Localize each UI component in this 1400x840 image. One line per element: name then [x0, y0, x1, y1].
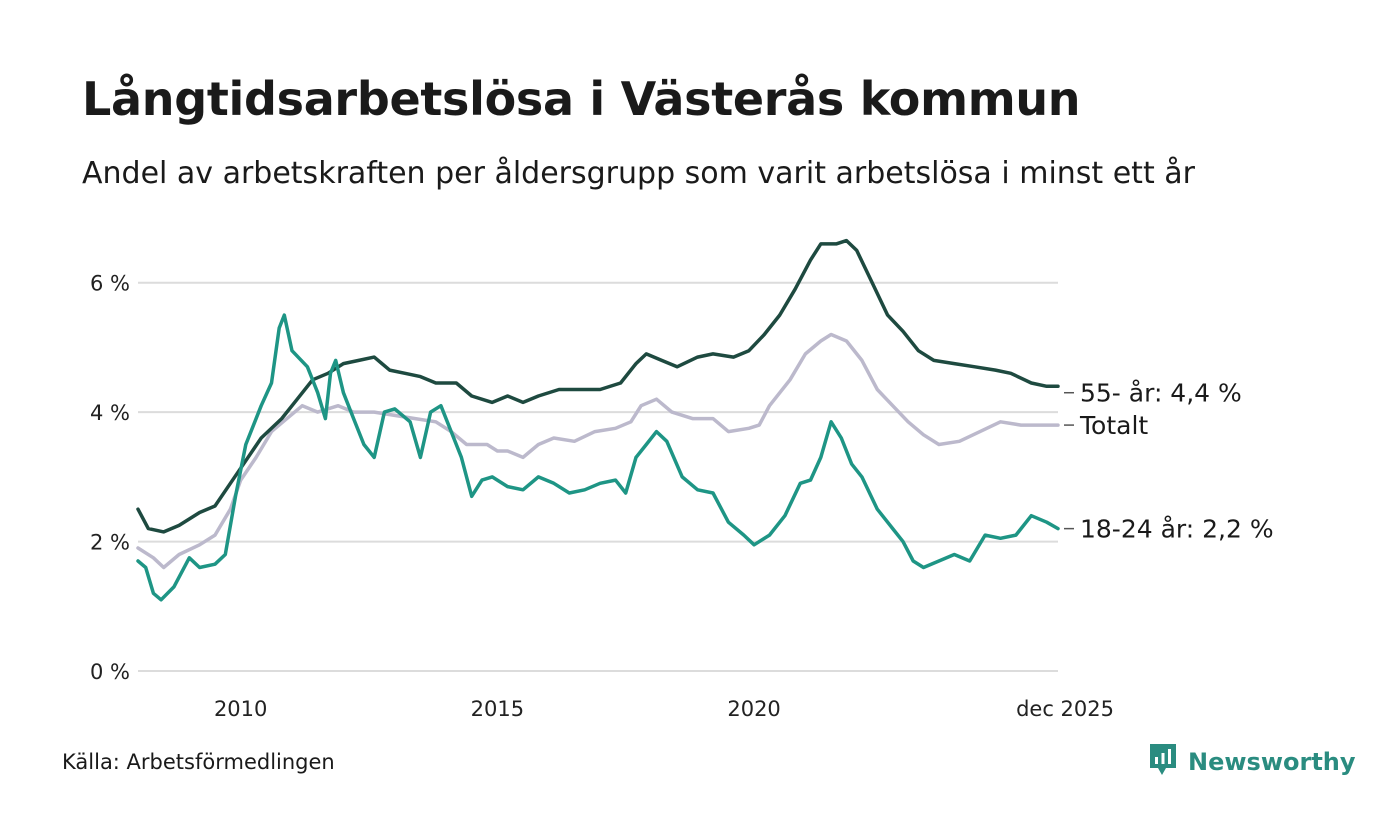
line-chart: 0 % 2 % 4 % 6 % 2010 2015 2020 dec 2025 Totalt 5…	[90, 238, 1274, 721]
x-tick-label: 2020	[727, 697, 780, 721]
y-tick-label: 0 %	[90, 660, 130, 684]
brand-logo[interactable]: Newsworthy	[1148, 742, 1356, 782]
newsworthy-logo-icon	[1148, 742, 1178, 782]
brand-name: Newsworthy	[1188, 748, 1356, 776]
series-lines	[136, 238, 1060, 602]
series-end-labels: Totalt 55- år: 4,4 % 18-24 år: 2,2 %	[1064, 379, 1274, 544]
series-line	[136, 238, 1060, 534]
chart-subtitle: Andel av arbetskraften per åldersgrupp s…	[82, 156, 1195, 191]
y-tick-label: 4 %	[90, 401, 130, 425]
series-line	[136, 313, 1060, 602]
axis-labels: 0 % 2 % 4 % 6 % 2010 2015 2020 dec 2025	[90, 272, 1114, 721]
y-tick-label: 6 %	[90, 272, 130, 296]
series-line	[136, 332, 1060, 570]
x-tick-label: 2015	[471, 697, 524, 721]
x-tick-label: dec 2025	[1016, 697, 1114, 721]
series-end-label: Totalt	[1079, 411, 1148, 440]
series-end-label: 18-24 år: 2,2 %	[1080, 515, 1274, 544]
series-end-label: 55- år: 4,4 %	[1080, 379, 1242, 408]
source-note: Källa: Arbetsförmedlingen	[62, 750, 335, 774]
chart-title: Långtidsarbetslösa i Västerås kommun	[82, 72, 1081, 126]
y-tick-label: 2 %	[90, 531, 130, 555]
x-tick-label: 2010	[214, 697, 267, 721]
